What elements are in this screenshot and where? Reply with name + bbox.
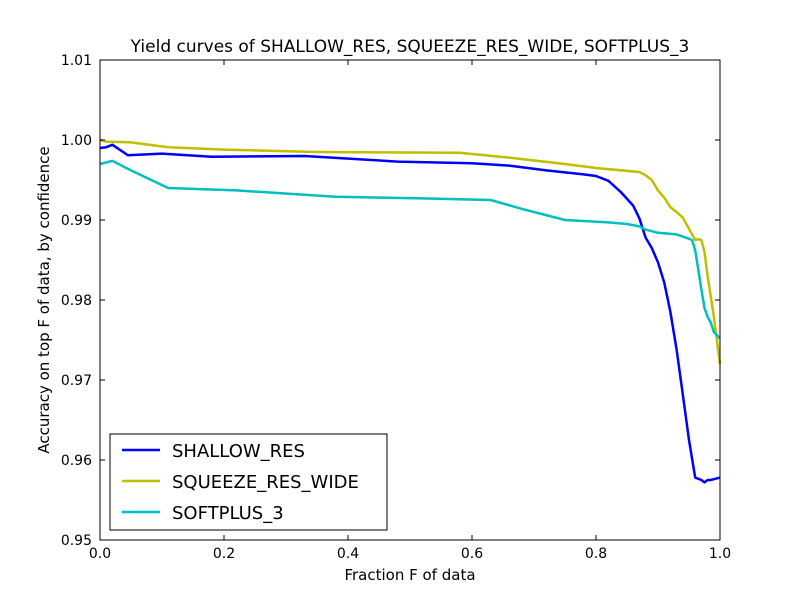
y-tick-label: 0.98 (61, 293, 92, 309)
y-tick-label: 1.00 (61, 133, 92, 149)
y-tick-label: 0.97 (61, 373, 92, 389)
x-tick-label: 0.6 (461, 546, 483, 562)
series-layer (99, 138, 722, 484)
x-tick-label: 0.4 (337, 546, 359, 562)
legend-label-1: SQUEEZE_RES_WIDE (172, 472, 359, 493)
x-axis-label: Fraction F of data (344, 566, 475, 584)
y-tick-label: 0.96 (61, 453, 92, 469)
y-tick-label: 0.99 (61, 213, 92, 229)
x-tick-label: 0.2 (213, 546, 235, 562)
series-line-2 (99, 159, 721, 340)
y-tick-label: 0.95 (61, 533, 92, 549)
x-tick-label: 0.0 (89, 546, 111, 562)
series-line-1 (99, 138, 722, 365)
legend-label-2: SOFTPLUS_3 (172, 503, 284, 524)
y-tick-label: 1.01 (61, 53, 92, 69)
x-tick-label: 0.8 (585, 546, 607, 562)
series-line-0 (99, 143, 721, 484)
chart-title: Yield curves of SHALLOW_RES, SQUEEZE_RES… (130, 37, 690, 57)
y-axis-label: Accuracy on top F of data, by confidence (35, 146, 53, 453)
legend: SHALLOW_RES SQUEEZE_RES_WIDE SOFTPLUS_3 (109, 433, 388, 531)
x-tick-label: 1.0 (709, 546, 731, 562)
legend-label-0: SHALLOW_RES (172, 441, 305, 462)
ticks-layer: 0.0 0.2 0.4 0.6 0.8 1.0 0.95 0.96 0.97 0.98 0.99 1.… (61, 53, 731, 562)
